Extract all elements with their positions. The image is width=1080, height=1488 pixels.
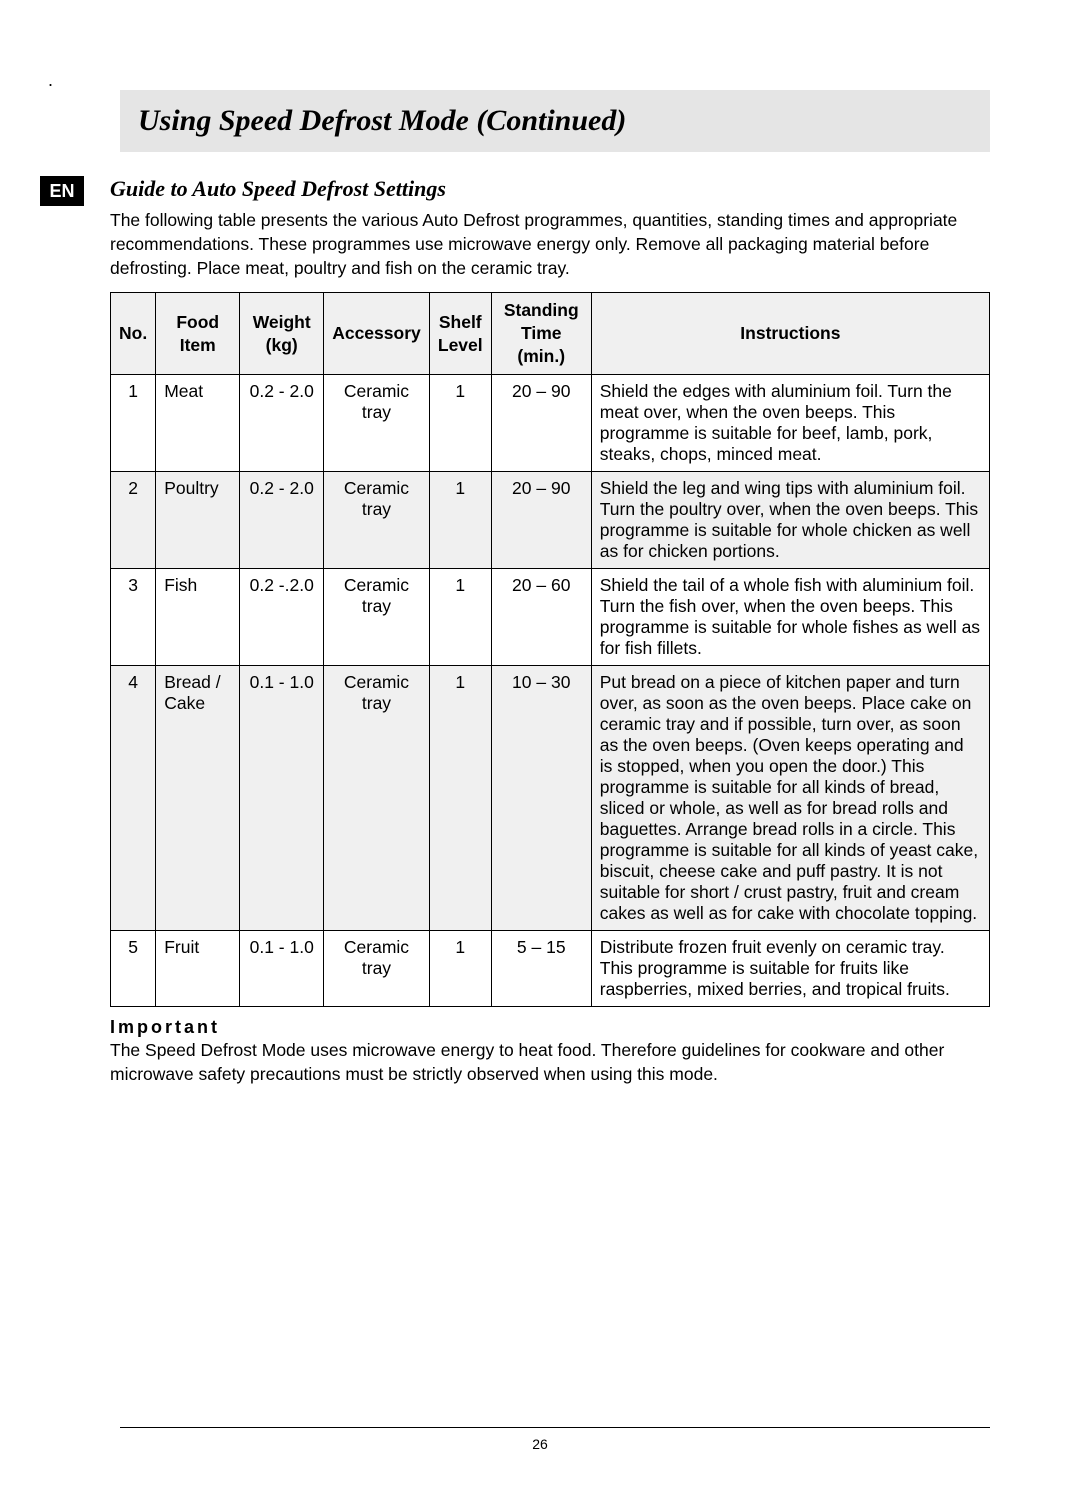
page-number: 26	[0, 1436, 1080, 1452]
td-weight: 0.2 -.2.0	[240, 568, 324, 665]
td-weight: 0.2 - 2.0	[240, 471, 324, 568]
corner-mark: .	[48, 70, 53, 91]
th-shelf: Shelf Level	[429, 293, 491, 374]
td-no: 1	[111, 374, 156, 471]
td-shelf: 1	[429, 665, 491, 930]
main-section: EN Guide to Auto Speed Defrost Settings …	[40, 176, 990, 1086]
table-header-row: No. Food Item Weight (kg) Accessory Shel…	[111, 293, 990, 374]
section-subtitle: Guide to Auto Speed Defrost Settings	[110, 176, 990, 202]
page-title: Using Speed Defrost Mode (Continued)	[120, 90, 990, 152]
document-page: . Using Speed Defrost Mode (Continued) E…	[0, 0, 1080, 1488]
td-food: Fish	[156, 568, 240, 665]
td-no: 4	[111, 665, 156, 930]
td-instructions: Distribute frozen fruit evenly on cerami…	[591, 930, 989, 1006]
td-shelf: 1	[429, 471, 491, 568]
defrost-settings-table: No. Food Item Weight (kg) Accessory Shel…	[110, 292, 990, 1006]
td-accessory: Ceramic tray	[324, 374, 430, 471]
td-accessory: Ceramic tray	[324, 471, 430, 568]
td-food: Fruit	[156, 930, 240, 1006]
td-standing: 20 – 90	[491, 374, 591, 471]
table-row: 4Bread / Cake0.1 - 1.0Ceramic tray110 – …	[111, 665, 990, 930]
td-standing: 10 – 30	[491, 665, 591, 930]
content-column: Guide to Auto Speed Defrost Settings The…	[110, 176, 990, 1086]
th-no: No.	[111, 293, 156, 374]
table-row: 1Meat0.2 - 2.0Ceramic tray120 – 90Shield…	[111, 374, 990, 471]
td-accessory: Ceramic tray	[324, 665, 430, 930]
td-accessory: Ceramic tray	[324, 930, 430, 1006]
important-body: The Speed Defrost Mode uses microwave en…	[110, 1038, 990, 1086]
td-no: 5	[111, 930, 156, 1006]
td-instructions: Put bread on a piece of kitchen paper an…	[591, 665, 989, 930]
td-no: 2	[111, 471, 156, 568]
table-row: 2Poultry0.2 - 2.0Ceramic tray120 – 90Shi…	[111, 471, 990, 568]
td-standing: 20 – 60	[491, 568, 591, 665]
td-food: Bread / Cake	[156, 665, 240, 930]
td-standing: 5 – 15	[491, 930, 591, 1006]
td-instructions: Shield the edges with aluminium foil. Tu…	[591, 374, 989, 471]
td-weight: 0.2 - 2.0	[240, 374, 324, 471]
td-shelf: 1	[429, 374, 491, 471]
th-weight: Weight (kg)	[240, 293, 324, 374]
td-food: Meat	[156, 374, 240, 471]
td-instructions: Shield the leg and wing tips with alumin…	[591, 471, 989, 568]
th-standing: Standing Time (min.)	[491, 293, 591, 374]
th-food: Food Item	[156, 293, 240, 374]
language-badge: EN	[40, 176, 84, 206]
td-weight: 0.1 - 1.0	[240, 665, 324, 930]
td-no: 3	[111, 568, 156, 665]
td-weight: 0.1 - 1.0	[240, 930, 324, 1006]
footer-rule	[120, 1427, 990, 1428]
table-body: 1Meat0.2 - 2.0Ceramic tray120 – 90Shield…	[111, 374, 990, 1006]
intro-paragraph: The following table presents the various…	[110, 208, 990, 280]
td-instructions: Shield the tail of a whole fish with alu…	[591, 568, 989, 665]
table-row: 3Fish0.2 -.2.0Ceramic tray120 – 60Shield…	[111, 568, 990, 665]
th-instructions: Instructions	[591, 293, 989, 374]
td-accessory: Ceramic tray	[324, 568, 430, 665]
table-row: 5Fruit0.1 - 1.0Ceramic tray15 – 15Distri…	[111, 930, 990, 1006]
th-accessory: Accessory	[324, 293, 430, 374]
important-label: Important	[110, 1017, 990, 1038]
td-standing: 20 – 90	[491, 471, 591, 568]
td-shelf: 1	[429, 930, 491, 1006]
td-food: Poultry	[156, 471, 240, 568]
td-shelf: 1	[429, 568, 491, 665]
